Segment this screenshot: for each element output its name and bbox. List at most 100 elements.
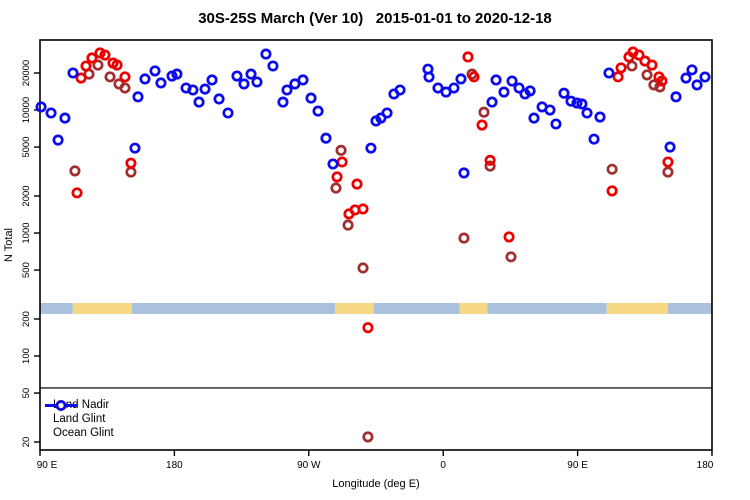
- data-point-ocean-glint: [686, 64, 698, 76]
- surface-band-ocean: [487, 302, 607, 314]
- data-point-ocean-glint: [149, 65, 161, 77]
- surface-band-land: [72, 302, 132, 314]
- data-point-ocean-glint: [206, 74, 218, 86]
- data-point-land-nadir: [641, 69, 653, 81]
- data-point-ocean-glint: [281, 84, 293, 96]
- data-point-land-nadir: [119, 82, 131, 94]
- data-point-ocean-glint: [305, 92, 317, 104]
- data-point-land-glint: [484, 154, 496, 166]
- data-point-land-glint: [633, 49, 645, 61]
- y-tick-label: 100: [21, 348, 32, 364]
- data-point-ocean-glint: [365, 142, 377, 154]
- data-point-land-nadir: [505, 251, 517, 263]
- data-point-land-glint: [362, 322, 374, 334]
- data-point-ocean-glint: [267, 60, 279, 72]
- data-point-land-glint: [111, 59, 123, 71]
- data-point-ocean-glint: [327, 158, 339, 170]
- x-tick-label: 0: [440, 460, 446, 471]
- data-point-land-glint: [351, 178, 363, 190]
- y-tick-label: 20000: [21, 60, 32, 86]
- data-point-ocean-glint: [132, 91, 144, 103]
- x-tick-label: 180: [166, 460, 183, 471]
- data-point-ocean-glint: [59, 112, 71, 124]
- x-tick-label: 180: [697, 460, 714, 471]
- data-point-ocean-glint: [680, 72, 692, 84]
- data-point-land-nadir: [330, 182, 342, 194]
- data-point-land-glint: [656, 75, 668, 87]
- data-point-ocean-glint: [588, 133, 600, 145]
- surface-band-land: [459, 302, 488, 314]
- data-point-ocean-glint: [423, 71, 435, 83]
- data-point-ocean-glint: [320, 132, 332, 144]
- y-axis-title: N Total: [3, 227, 15, 263]
- legend-item-land-glint: Land Glint: [44, 400, 114, 426]
- data-point-land-glint: [503, 231, 515, 243]
- legend-label: Land Nadir: [53, 399, 110, 411]
- data-point-ocean-glint: [213, 93, 225, 105]
- y-tick-label: 10000: [21, 97, 32, 123]
- data-point-ocean-glint: [277, 96, 289, 108]
- data-point-land-glint: [331, 171, 343, 183]
- surface-band-ocean: [667, 302, 712, 314]
- data-point-ocean-glint: [490, 74, 502, 86]
- legend-label: Land Glint: [53, 413, 106, 425]
- data-point-land-nadir: [458, 232, 470, 244]
- data-point-ocean-glint: [187, 84, 199, 96]
- y-tick-label: 20: [21, 437, 32, 448]
- data-point-ocean-glint: [45, 107, 57, 119]
- data-point-ocean-glint: [571, 97, 583, 109]
- legend: Land Nadir Land Glint Ocean Glint: [44, 399, 114, 440]
- data-point-ocean-glint: [251, 76, 263, 88]
- data-point-ocean-glint: [222, 107, 234, 119]
- data-point-land-nadir: [626, 60, 638, 72]
- data-point-land-nadir: [606, 163, 618, 175]
- data-point-ocean-glint: [238, 78, 250, 90]
- data-point-land-glint: [75, 72, 87, 84]
- data-point-ocean-glint: [699, 71, 711, 83]
- data-point-ocean-glint: [260, 48, 272, 60]
- data-point-ocean-glint: [458, 167, 470, 179]
- data-point-land-nadir: [654, 81, 666, 93]
- y-tick-label: 500: [21, 262, 32, 278]
- data-point-land-glint: [99, 49, 111, 61]
- y-tick-label: 2000: [21, 185, 32, 206]
- data-point-ocean-glint: [199, 83, 211, 95]
- data-point-ocean-glint: [544, 104, 556, 116]
- data-point-ocean-glint: [193, 96, 205, 108]
- data-point-land-nadir: [478, 106, 490, 118]
- data-point-ocean-glint: [139, 73, 151, 85]
- y-tick-label: 5000: [21, 136, 32, 157]
- y-tick-label: 200: [21, 311, 32, 327]
- data-point-ocean-glint: [297, 74, 309, 86]
- data-point-ocean-glint: [129, 142, 141, 154]
- data-point-ocean-glint: [603, 67, 615, 79]
- data-point-land-glint: [119, 71, 131, 83]
- data-point-ocean-glint: [67, 67, 79, 79]
- x-tick-label: 90 E: [37, 460, 58, 471]
- data-point-land-glint: [476, 119, 488, 131]
- data-point-land-glint: [125, 157, 137, 169]
- data-point-ocean-glint: [513, 82, 525, 94]
- data-point-land-glint: [612, 71, 624, 83]
- x-tick-label: 90 E: [567, 460, 588, 471]
- data-point-ocean-glint: [506, 75, 518, 87]
- data-point-ocean-glint: [35, 101, 47, 113]
- data-point-land-nadir: [342, 219, 354, 231]
- data-point-ocean-glint: [594, 111, 606, 123]
- data-point-ocean-glint: [245, 68, 257, 80]
- data-point-ocean-glint: [432, 82, 444, 94]
- surface-band-land: [606, 302, 668, 314]
- data-point-ocean-glint: [231, 70, 243, 82]
- data-point-ocean-glint: [670, 91, 682, 103]
- y-tick-label: 50: [21, 388, 32, 399]
- data-point-ocean-glint: [524, 85, 536, 97]
- legend-marker-icon: [45, 400, 77, 411]
- data-point-ocean-glint: [448, 82, 460, 94]
- data-point-land-nadir: [484, 160, 496, 172]
- legend-item-ocean-glint: Ocean Glint: [44, 400, 114, 440]
- data-point-land-glint: [606, 185, 618, 197]
- data-point-land-nadir: [662, 166, 674, 178]
- data-point-ocean-glint: [52, 134, 64, 146]
